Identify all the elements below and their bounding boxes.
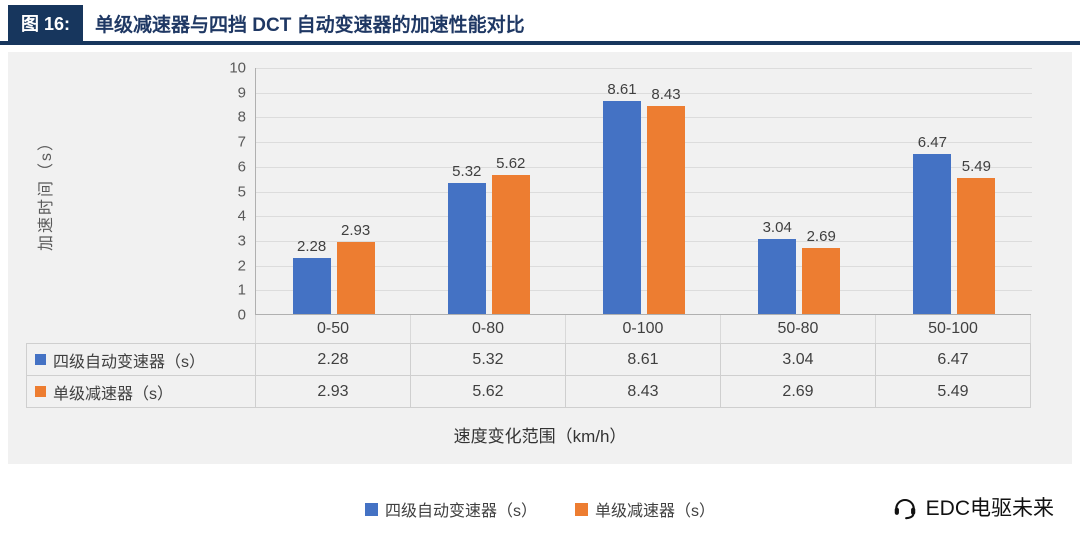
horizontal-grid-line xyxy=(256,142,1032,144)
x-axis-title: 速度变化范围（km/h） xyxy=(453,427,627,446)
y-axis-ticks: 0 1 2 3 4 5 6 7 8 9 10 xyxy=(8,52,246,342)
bar: 5.49 xyxy=(957,158,996,314)
series-name-label: 四级自动变速器（s） xyxy=(53,353,206,371)
horizontal-grid-line xyxy=(256,290,1032,292)
bar-value-label: 2.93 xyxy=(340,221,371,239)
category-label: 0-50 xyxy=(256,315,411,343)
bar-group: 8.61 8.43 xyxy=(566,68,721,314)
table-value-cell: 5.49 xyxy=(876,376,1031,408)
series-name-cell: 四级自动变速器（s） xyxy=(27,344,256,376)
series-name-cell: 单级减速器（s） xyxy=(27,376,256,408)
table-value-cell: 8.61 xyxy=(566,344,721,376)
horizontal-grid-line xyxy=(256,92,1032,94)
headset-logo-icon xyxy=(894,498,915,520)
table-value-cell: 2.28 xyxy=(256,344,411,376)
y-tick-label: 5 xyxy=(237,183,246,200)
legend-label: 单级减速器（s） xyxy=(595,503,716,520)
bar-value-label: 2.69 xyxy=(806,227,836,245)
horizontal-grid-line xyxy=(256,166,1032,168)
bar: 2.69 xyxy=(802,228,841,314)
bar-value-label: 3.04 xyxy=(762,218,792,236)
horizontal-grid-line xyxy=(256,265,1032,267)
bar-value-label: 5.32 xyxy=(452,162,482,180)
table-value-cell: 5.32 xyxy=(411,344,566,376)
bar-group: 2.28 2.93 xyxy=(256,68,411,314)
table-value-cell: 5.62 xyxy=(411,376,566,408)
bar-group: 5.32 5.62 xyxy=(411,68,566,314)
legend-item: 四级自动变速器（s） xyxy=(364,497,537,521)
bar: 8.43 xyxy=(646,86,685,314)
horizontal-grid-line xyxy=(256,68,1032,69)
bar: 5.32 xyxy=(447,163,486,314)
y-tick-label: 10 xyxy=(229,59,246,77)
series-name-label: 单级减速器（s） xyxy=(53,385,174,403)
bar-value-label: 8.43 xyxy=(651,85,681,103)
y-tick-label: 3 xyxy=(237,232,246,250)
bar-value-label: 6.47 xyxy=(917,134,947,152)
bar-value-label: 8.61 xyxy=(607,81,637,99)
table-value-cell: 3.04 xyxy=(721,344,876,376)
figure-number-badge: 图 16: xyxy=(8,5,84,41)
watermark-label: EDC电驱未来 xyxy=(925,497,1054,520)
y-tick-label: 7 xyxy=(237,133,246,151)
bar: 2.28 xyxy=(292,238,331,314)
watermark: EDC电驱未来 xyxy=(891,492,1054,522)
header-divider xyxy=(0,41,1080,45)
series-color-swatch xyxy=(35,354,46,365)
series-color-swatch xyxy=(35,386,46,397)
y-tick-label: 8 xyxy=(237,108,246,126)
horizontal-grid-line xyxy=(256,240,1032,242)
horizontal-grid-line xyxy=(256,191,1032,193)
y-tick-label: 1 xyxy=(237,281,246,299)
chart-data-table: 四级自动变速器（s） 2.28 5.32 8.61 3.04 6.47 单级减速器（s） 2.… xyxy=(26,343,1031,408)
category-label: 50-80 xyxy=(721,315,876,343)
bar: 8.61 xyxy=(602,81,641,314)
figure-title: 单级减速器与四挡 DCT 自动变速器的加速性能对比 xyxy=(95,14,525,36)
chart-legend: 四级自动变速器（s） 单级减速器（s） xyxy=(0,497,1080,521)
y-tick-label: 9 xyxy=(237,84,246,102)
legend-label: 四级自动变速器（s） xyxy=(384,503,537,520)
bar-group: 6.47 5.49 xyxy=(877,68,1032,314)
legend-item: 单级减速器（s） xyxy=(575,497,715,521)
y-tick-label: 6 xyxy=(237,158,246,176)
bar: 6.47 xyxy=(913,134,952,314)
bar-value-label: 2.28 xyxy=(296,237,327,255)
x-axis-category-row: 0-50 0-80 0-100 50-80 50-100 xyxy=(255,315,1031,343)
horizontal-grid-line xyxy=(256,216,1032,218)
horizontal-grid-line xyxy=(256,117,1032,119)
bar-group: 3.04 2.69 xyxy=(722,68,877,314)
chart-panel: 加速时间（s） 0 1 2 3 4 5 6 7 8 9 10 2.28 2.93 5.32 5.62 8.6… xyxy=(8,52,1072,464)
figure-header: 图 16: 单级减速器与四挡 DCT 自动变速器的加速性能对比 xyxy=(8,5,525,41)
y-tick-label: 2 xyxy=(237,257,246,275)
y-tick-label: 0 xyxy=(237,306,246,324)
y-tick-label: 4 xyxy=(237,207,246,225)
table-value-cell: 6.47 xyxy=(876,344,1031,376)
table-value-cell: 2.69 xyxy=(721,376,876,408)
legend-color-swatch xyxy=(575,502,588,516)
table-value-cell: 8.43 xyxy=(566,376,721,408)
plot-area: 2.28 2.93 5.32 5.62 8.61 8.43 3.04 2.69 6.47 5.49 xyxy=(255,68,1032,315)
bar-value-label: 5.62 xyxy=(496,155,526,173)
table-value-cell: 2.93 xyxy=(256,376,411,408)
bar-value-label: 5.49 xyxy=(961,158,991,176)
legend-color-swatch xyxy=(364,502,378,516)
category-label: 0-100 xyxy=(566,315,721,343)
category-label: 50-100 xyxy=(876,315,1031,343)
bar: 3.04 xyxy=(758,219,797,314)
bar: 2.93 xyxy=(336,222,375,314)
bar: 5.62 xyxy=(491,155,530,314)
category-label: 0-80 xyxy=(411,315,566,343)
